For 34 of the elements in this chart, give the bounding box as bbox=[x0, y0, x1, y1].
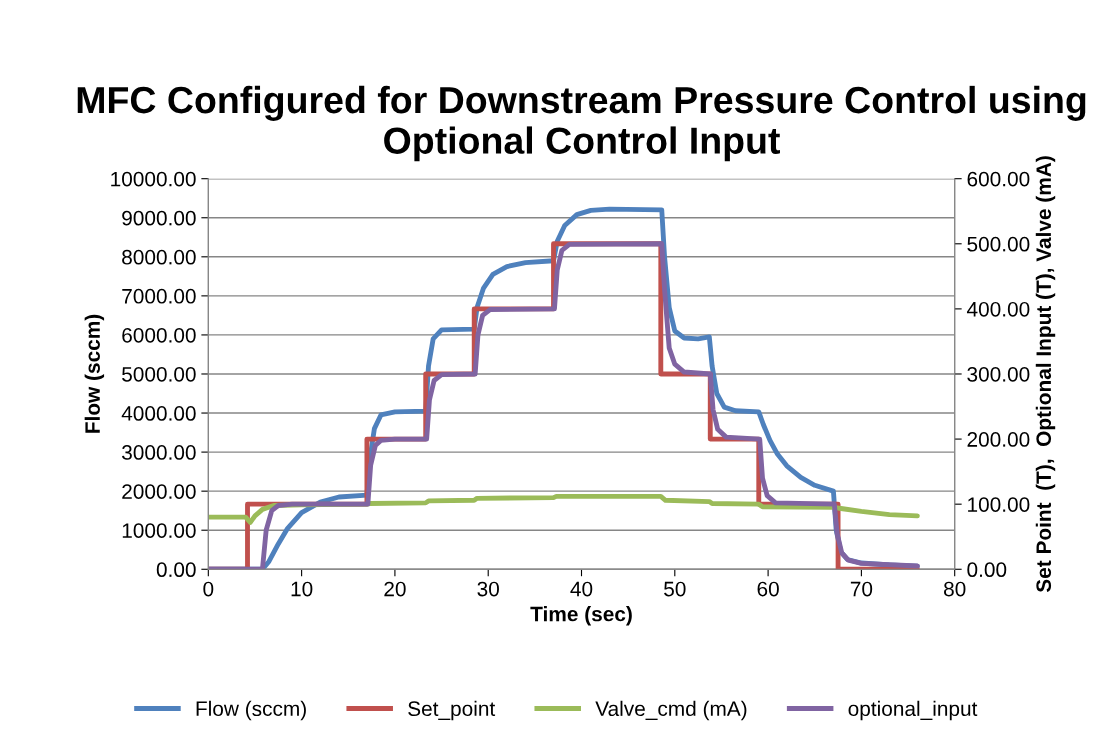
x-tick-label: 60 bbox=[757, 581, 779, 597]
x-tick-label: 0 bbox=[203, 581, 214, 597]
y2-tick-label: 100.00 bbox=[968, 497, 1030, 512]
y2-tick-label: 400.00 bbox=[966, 301, 1030, 317]
y2-tick-label: 600.00 bbox=[967, 171, 1030, 187]
y-tick-label: 6000.00 bbox=[122, 327, 196, 343]
y-tick-label: 7000.00 bbox=[122, 288, 196, 304]
legend-label: Set_point bbox=[408, 700, 496, 721]
x-tick-label: 70 bbox=[850, 581, 873, 597]
x-tick-label: 80 bbox=[944, 581, 966, 597]
legend-label: Valve_cmd (mA) bbox=[595, 700, 747, 721]
y-tick-label: 0.00 bbox=[156, 562, 196, 578]
y2-tick-label: 300.00 bbox=[967, 366, 1030, 382]
x-tick-label: 30 bbox=[477, 581, 499, 597]
y-axis-title: Flow (sccm) bbox=[84, 314, 105, 433]
y2-tick-label: 200.00 bbox=[967, 432, 1030, 447]
y-tick-label: 2000.00 bbox=[122, 484, 196, 499]
y2-tick-label: 500.00 bbox=[967, 236, 1030, 252]
y-tick-label: 3000.00 bbox=[122, 445, 196, 460]
y-tick-label: 9000.00 bbox=[122, 210, 196, 226]
y2-axis-title: Set Point (T), Optional Input (T), Valve (mA) bbox=[1035, 156, 1056, 593]
y-tick-label: 1000.00 bbox=[122, 523, 196, 538]
y2-tick-label: 0.00 bbox=[967, 562, 1007, 578]
x-axis-title: Time (sec) bbox=[530, 606, 632, 626]
x-tick-label: 40 bbox=[570, 581, 593, 597]
x-tick-label: 50 bbox=[664, 581, 686, 597]
x-tick-label: 10 bbox=[291, 581, 313, 597]
y-tick-label: 8000.00 bbox=[122, 249, 196, 265]
y-tick-label: 4000.00 bbox=[121, 406, 196, 421]
legend-label: optional_input bbox=[848, 700, 978, 721]
x-tick-label: 20 bbox=[384, 581, 406, 597]
legend-label: Flow (sccm) bbox=[196, 700, 306, 721]
y-tick-label: 10000.00 bbox=[111, 171, 196, 187]
y-tick-label: 5000.00 bbox=[122, 366, 196, 382]
